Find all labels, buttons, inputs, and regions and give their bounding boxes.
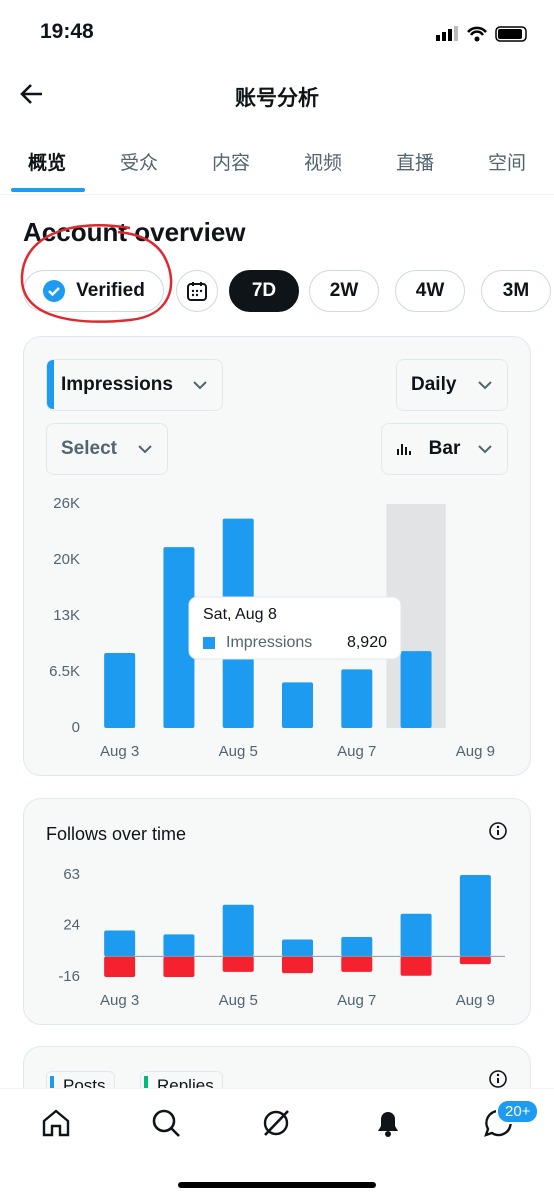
bar xyxy=(222,956,254,972)
range-pill[interactable]: 3M xyxy=(481,270,551,312)
grok-icon[interactable] xyxy=(260,1107,292,1139)
divider xyxy=(0,194,554,195)
bar xyxy=(104,930,136,957)
chart-type-label: Bar xyxy=(428,438,461,459)
interval-label: Daily xyxy=(411,374,457,395)
verified-icon xyxy=(43,280,66,302)
home-indicator xyxy=(178,1182,376,1188)
bar xyxy=(341,956,373,972)
bar xyxy=(104,956,136,977)
follows-card: Follows over time xyxy=(23,798,531,1025)
y-tick-label: 63 xyxy=(63,866,80,883)
tab-indicator xyxy=(11,188,85,192)
chart-type-dropdown[interactable]: Bar xyxy=(381,423,508,475)
compare-dropdown[interactable]: Select xyxy=(46,423,168,475)
range-pill[interactable]: 4W xyxy=(395,270,465,312)
compare-label: Select xyxy=(61,438,117,459)
badge: 20+ xyxy=(496,1099,540,1124)
annotation-circle xyxy=(20,224,173,323)
tab[interactable]: 视频 xyxy=(304,153,343,174)
range-pill[interactable]: 7D xyxy=(229,270,299,312)
x-tick-label: Aug 9 xyxy=(456,992,495,1009)
x-tick-label: Aug 7 xyxy=(337,992,376,1009)
bottom-nav: 20+ xyxy=(0,1088,554,1200)
y-tick-label: 13K xyxy=(53,607,80,624)
bar xyxy=(400,913,432,957)
bar xyxy=(163,934,195,957)
y-tick-label: 24 xyxy=(63,916,80,933)
home-icon[interactable] xyxy=(40,1107,72,1139)
y-tick-label: 6.5K xyxy=(49,663,80,680)
status-time: 19:48 xyxy=(40,20,94,43)
x-tick-label: Aug 3 xyxy=(100,743,139,760)
back-button[interactable] xyxy=(18,80,46,108)
bar xyxy=(222,904,254,957)
info-icon[interactable] xyxy=(488,1069,508,1089)
x-tick-label: Aug 9 xyxy=(456,743,495,760)
bar xyxy=(459,875,491,957)
verified-label: Verified xyxy=(76,280,145,301)
bar xyxy=(282,956,313,974)
tooltip-name: Impressions xyxy=(226,634,312,651)
bar xyxy=(282,939,313,957)
y-tick-label: 20K xyxy=(53,551,80,568)
info-icon[interactable] xyxy=(488,821,508,841)
page-title: 账号分析 xyxy=(235,87,319,110)
x-tick-label: Aug 5 xyxy=(219,992,258,1009)
x-tick-label: Aug 7 xyxy=(337,743,376,760)
y-tick-label: -16 xyxy=(58,968,80,985)
card-title: Follows over time xyxy=(46,824,187,844)
charts-layer: 0 6.5K 13K 20K 26K Aug 3 Aug 5 Aug 7 Aug 9 Sat, A… xyxy=(49,495,505,1009)
tab[interactable]: 受众 xyxy=(120,153,159,174)
calendar-button[interactable] xyxy=(176,270,218,312)
search-icon[interactable] xyxy=(150,1107,182,1139)
metric-dropdown[interactable]: Impressions xyxy=(46,359,223,411)
tab[interactable]: 空间 xyxy=(488,153,527,174)
x-tick-label: Aug 3 xyxy=(100,992,139,1009)
tab[interactable]: 直播 xyxy=(396,153,435,174)
bar xyxy=(163,547,195,728)
tooltip xyxy=(188,596,402,660)
notifications-icon[interactable] xyxy=(372,1107,404,1139)
bar xyxy=(400,651,432,728)
interval-dropdown[interactable]: Daily xyxy=(396,359,508,411)
bar xyxy=(400,956,432,976)
tooltip-swatch xyxy=(203,637,215,649)
tab[interactable]: 内容 xyxy=(212,153,251,174)
y-tick-label: 0 xyxy=(72,719,80,736)
bar xyxy=(341,669,373,728)
bar xyxy=(163,956,195,977)
metric-label: Impressions xyxy=(61,374,173,395)
x-tick-label: Aug 5 xyxy=(219,743,258,760)
bar xyxy=(341,936,373,957)
bar xyxy=(282,682,313,728)
range-pill[interactable]: 2W xyxy=(309,270,379,312)
tooltip-title: Sat, Aug 8 xyxy=(203,606,277,623)
bar xyxy=(459,956,491,965)
bar xyxy=(104,653,136,728)
y-tick-label: 26K xyxy=(53,495,80,512)
tooltip-value: 8,920 xyxy=(347,634,387,651)
tab[interactable]: 概览 xyxy=(28,153,67,174)
status-icons xyxy=(436,26,527,42)
